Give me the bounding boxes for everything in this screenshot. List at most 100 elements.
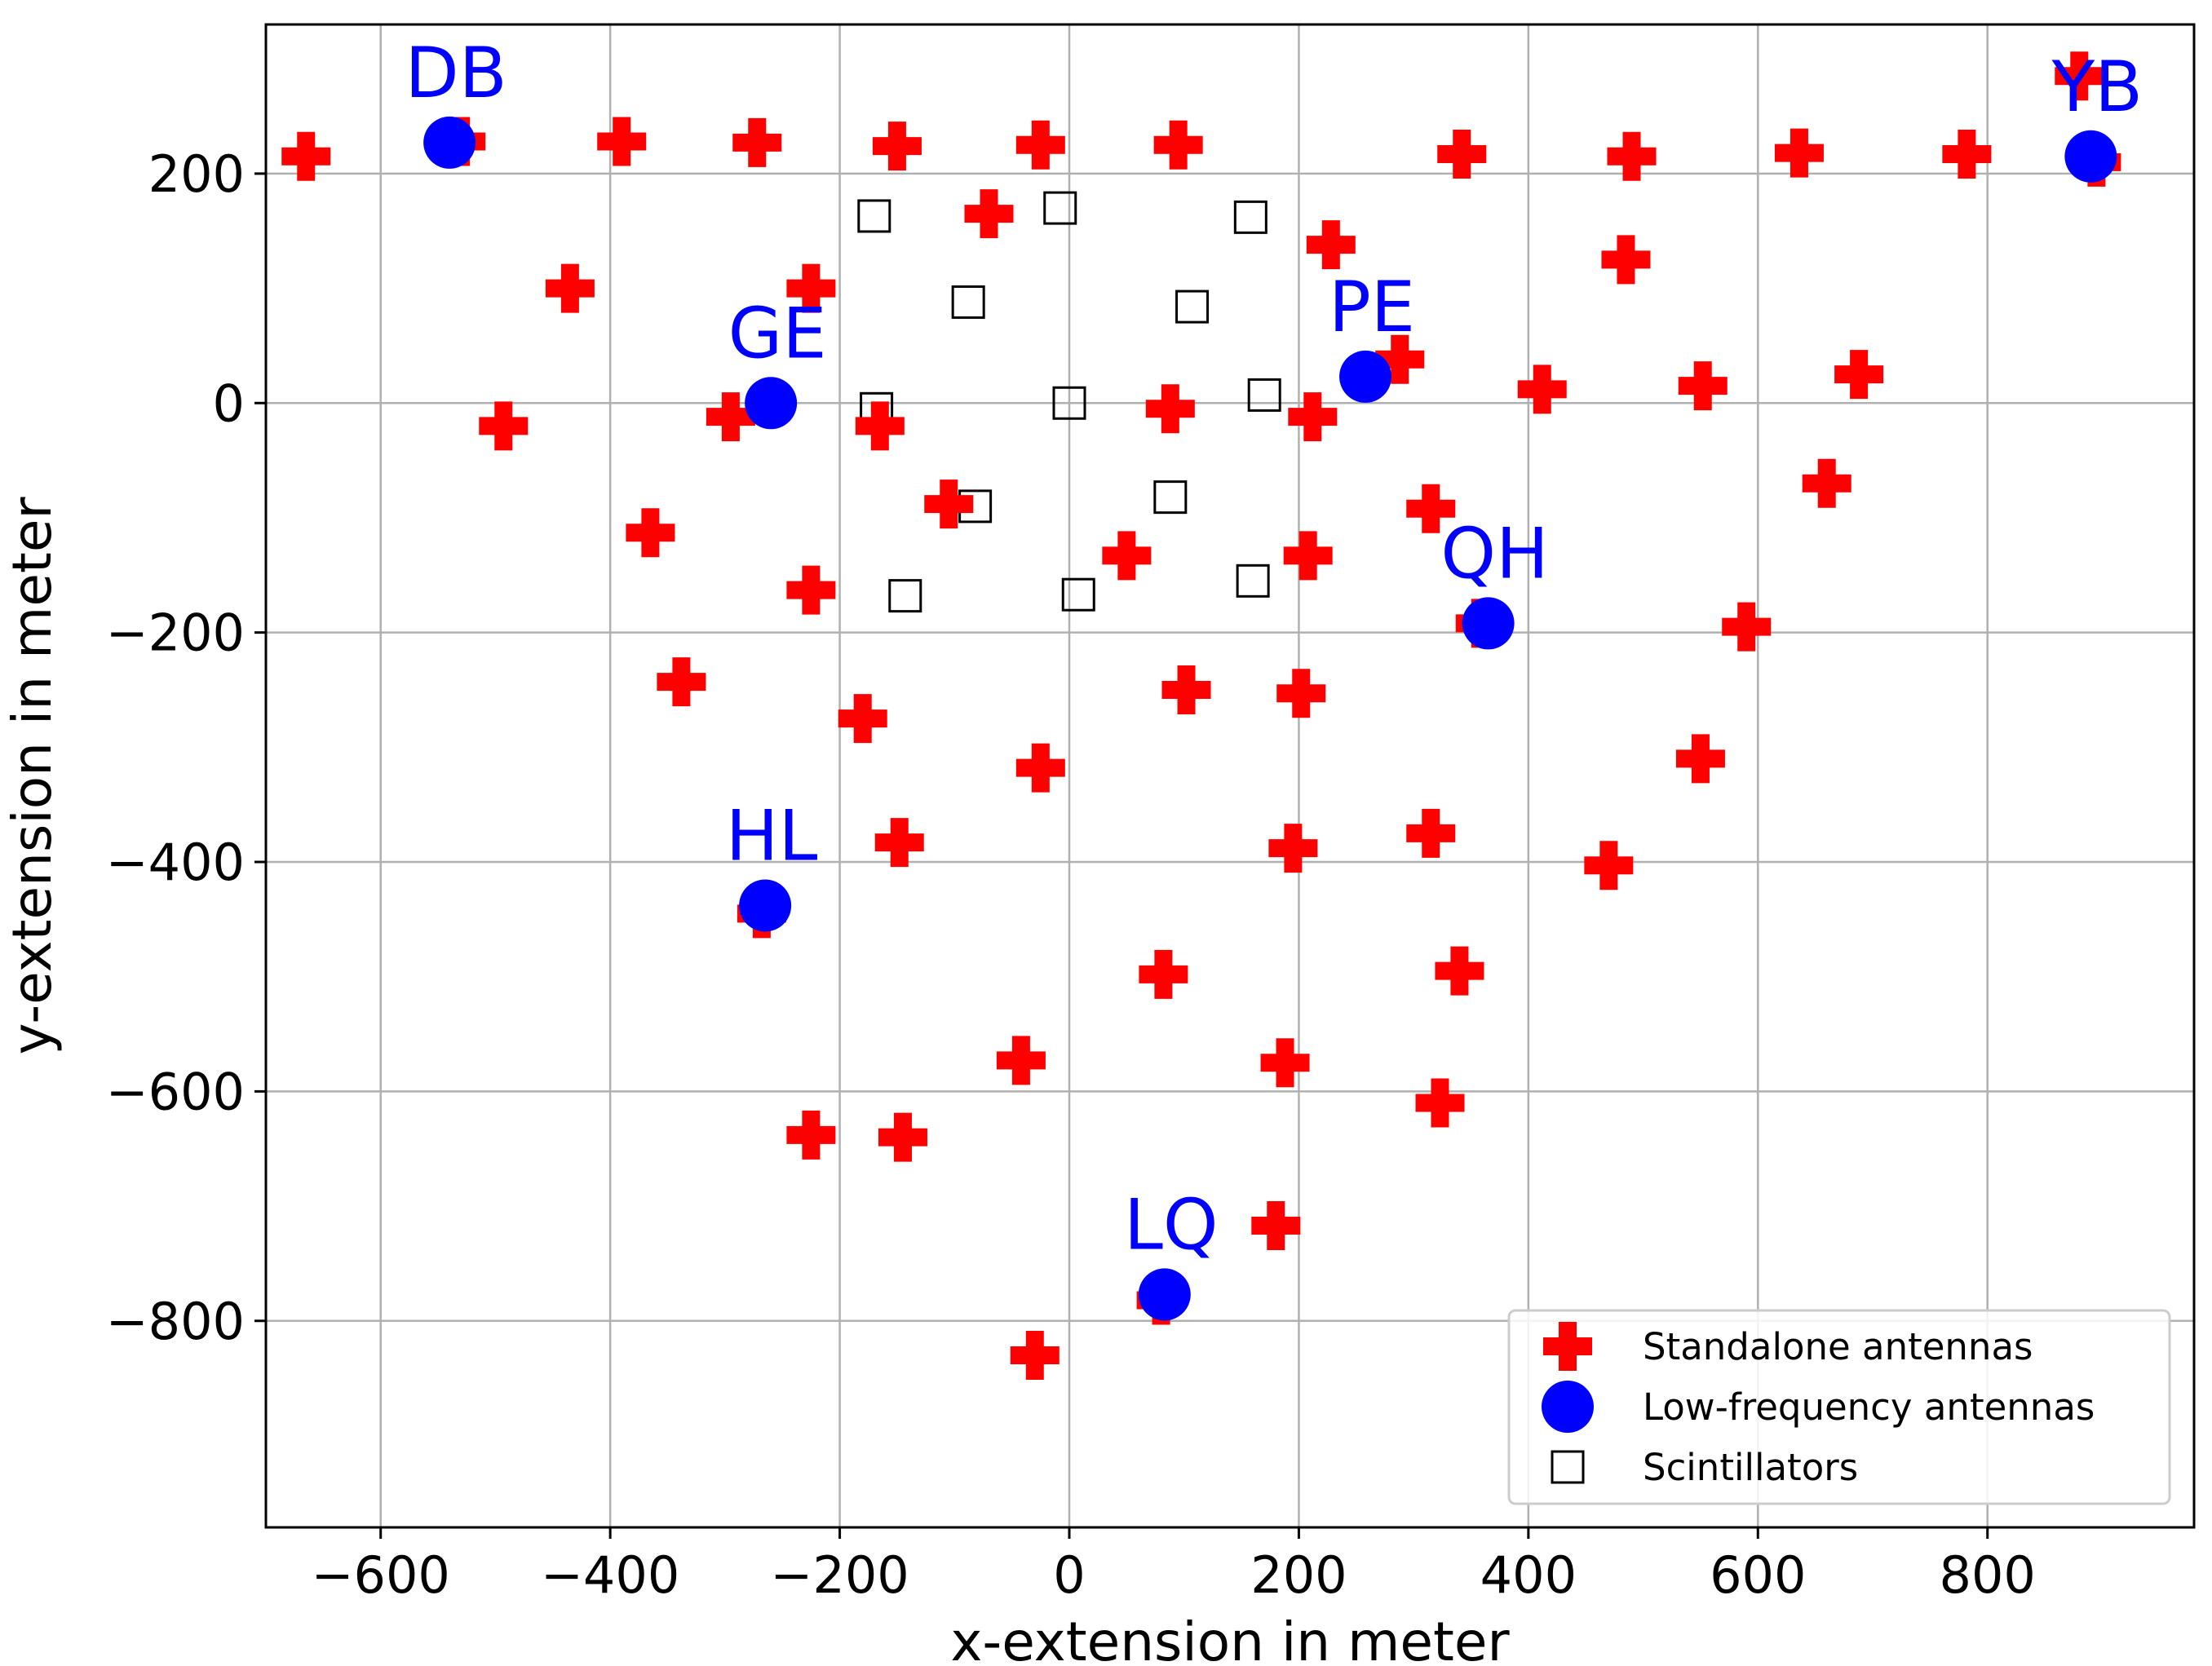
legend-marker-scintillators (1551, 1450, 1585, 1484)
standalone-antenna-marker (786, 1110, 836, 1160)
standalone-antenna-marker (281, 131, 331, 181)
x-tick-label: 600 (1710, 1545, 1806, 1605)
standalone-antenna-marker (786, 263, 836, 313)
standalone-antenna-marker (1607, 131, 1657, 181)
standalone-antenna-marker (1802, 458, 1851, 508)
standalone-antenna-marker (1161, 665, 1211, 714)
plot-frame (264, 23, 2196, 1529)
standalone-antenna-marker (1678, 361, 1728, 411)
station-label: GE (728, 293, 827, 374)
scintillator-marker (1052, 386, 1086, 420)
scintillator-marker (951, 285, 985, 319)
station-label: QH (1440, 513, 1548, 594)
low-frequency-antenna-marker (423, 116, 476, 169)
scintillator-marker (888, 579, 922, 613)
station-label: DB (405, 33, 507, 114)
standalone-antenna-marker (1406, 808, 1456, 858)
station-label: PE (1329, 267, 1415, 348)
x-tick-label: −200 (770, 1545, 909, 1605)
standalone-antenna-marker (1306, 220, 1356, 270)
x-tick-label: 400 (1480, 1545, 1577, 1605)
standalone-antenna-marker (874, 818, 924, 868)
standalone-antenna-marker (1375, 334, 1425, 384)
standalone-antenna-marker (1601, 235, 1651, 285)
standalone-antenna-marker (732, 117, 782, 167)
standalone-antenna-marker (1145, 384, 1195, 434)
grid-lines (266, 24, 2194, 1527)
legend-marker-standalone (1543, 1322, 1592, 1371)
standalone-antenna-marker (964, 189, 1014, 239)
standalone-antenna-marker (924, 479, 974, 529)
standalone-antenna-marker (1584, 841, 1634, 890)
standalone-antenna-marker (597, 117, 647, 166)
standalone-antenna-marker (872, 122, 922, 171)
low-frequency-antenna-marker (1462, 597, 1515, 650)
scintillator-marker (857, 199, 891, 233)
standalone-antenna-marker (2055, 51, 2104, 101)
standalone-antenna-marker (1268, 824, 1318, 873)
y-tick-label: −400 (106, 833, 245, 892)
x-tick-label: 800 (1940, 1545, 2036, 1605)
y-tick-label: −200 (106, 603, 245, 663)
standalone-antenna-marker (1010, 1330, 1060, 1380)
scintillator-marker (1043, 191, 1077, 225)
standalone-antenna-marker (706, 392, 755, 442)
standalone-antenna-marker (479, 401, 529, 451)
legend: Standalone antennas Low-frequency antenn… (1507, 1309, 2171, 1505)
scintillator-marker (1153, 480, 1188, 515)
y-axis-ticks: 200 0 −200 −400 −600 −800 (106, 144, 266, 1351)
standalone-antenna-marker (1722, 602, 1772, 652)
standalone-antenna-marker (1288, 392, 1338, 442)
scintillator-marker (1236, 563, 1270, 598)
x-axis-label: x-extension in meter (950, 1611, 1510, 1666)
y-tick-label: −600 (106, 1062, 245, 1121)
standalone-antenna-marker (838, 694, 887, 744)
standalone-antenna-marker (1517, 365, 1567, 414)
standalone-antenna-marker (996, 1036, 1046, 1085)
standalone-antenna-marker (1260, 1038, 1310, 1088)
legend-label-low-frequency: Low-frequency antennas (1643, 1385, 2095, 1429)
standalone-antenna-marker (1153, 120, 1203, 170)
x-tick-label: 0 (1053, 1545, 1085, 1605)
low-frequency-antenna-marker (745, 377, 798, 430)
standalone-antenna-marker (1415, 1078, 1465, 1128)
low-frequency-antenna-markers (423, 116, 2117, 1321)
legend-marker-low-frequency (1542, 1381, 1594, 1433)
low-frequency-antenna-marker (1339, 350, 1392, 403)
x-tick-label: −600 (312, 1545, 450, 1605)
standalone-antenna-marker (1437, 129, 1487, 179)
standalone-antenna-marker (878, 1112, 927, 1162)
standalone-antenna-marker (1015, 120, 1065, 170)
standalone-antenna-marker (545, 263, 595, 313)
station-label: LQ (1124, 1184, 1219, 1266)
x-axis-ticks: −600 −400 −200 0 200 400 600 800 (312, 1527, 2036, 1605)
legend-box (1507, 1309, 2171, 1505)
standalone-antenna-marker (1276, 669, 1326, 718)
scintillator-marker (1061, 577, 1095, 612)
y-axis-label: y-extension in meter (1, 497, 64, 1055)
y-tick-label: 200 (148, 144, 245, 204)
standalone-antenna-marker (1283, 531, 1333, 581)
standalone-antenna-marker (1102, 531, 1152, 581)
legend-label-scintillators: Scintillators (1643, 1446, 1858, 1489)
legend-markers (1542, 1322, 1594, 1484)
station-label: YB (2051, 46, 2143, 128)
legend-label-standalone: Standalone antennas (1643, 1325, 2033, 1368)
low-frequency-antenna-marker (2064, 130, 2117, 183)
standalone-antenna-marker (1942, 129, 1992, 179)
standalone-antenna-marker (786, 565, 836, 615)
low-frequency-antenna-marker (1138, 1268, 1191, 1321)
standalone-antenna-marker (1251, 1200, 1301, 1250)
y-tick-label: 0 (213, 373, 245, 433)
scintillator-marker (1175, 289, 1210, 324)
standalone-antenna-marker (626, 508, 675, 558)
standalone-antenna-marker (1015, 743, 1065, 793)
x-tick-label: 200 (1250, 1545, 1347, 1605)
scintillator-marker (1247, 378, 1281, 412)
standalone-antenna-marker (1139, 949, 1188, 999)
standalone-antenna-marker (1834, 350, 1884, 400)
y-tick-label: −800 (106, 1292, 245, 1351)
x-tick-label: −400 (541, 1545, 679, 1605)
standalone-antenna-marker (1435, 946, 1484, 996)
